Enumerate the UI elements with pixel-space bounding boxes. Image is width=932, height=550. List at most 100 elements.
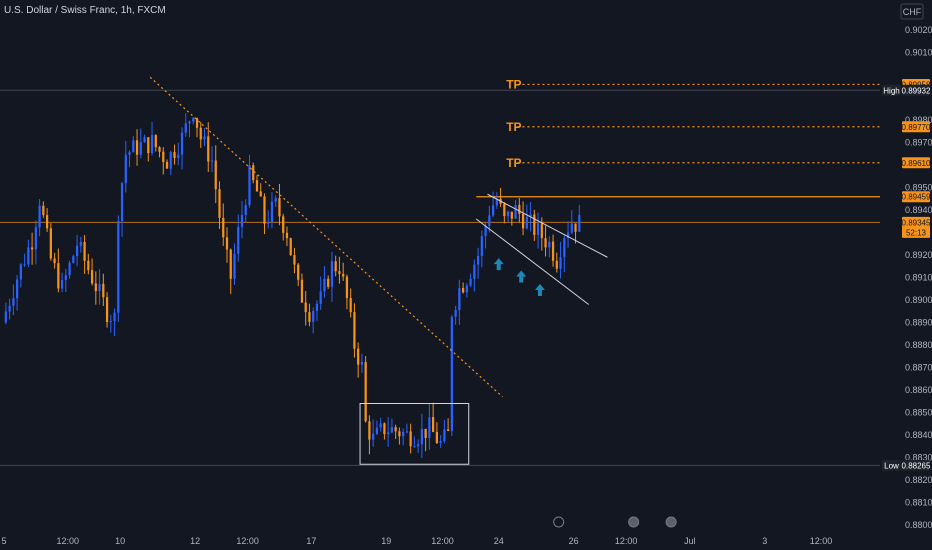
price-tag[interactable] — [902, 226, 930, 238]
candle-body — [34, 227, 37, 250]
candle-body — [255, 180, 259, 192]
price-tag[interactable] — [902, 84, 930, 96]
economic-event-icon[interactable] — [628, 516, 640, 528]
time-tick-label: 26 — [569, 536, 579, 546]
price-tag[interactable] — [902, 157, 930, 169]
descending-trendline[interactable] — [149, 76, 503, 398]
time-tick-label: 12:00 — [56, 536, 79, 546]
candle-body — [30, 247, 34, 250]
candle-body — [323, 278, 326, 292]
candle-body — [252, 165, 255, 181]
candle-body — [143, 137, 146, 143]
candle-body — [574, 223, 577, 232]
candle-body — [529, 214, 532, 217]
candle-body — [413, 446, 416, 448]
candle-body — [364, 362, 367, 422]
candle-body — [139, 142, 142, 155]
up-arrow-icon — [493, 258, 504, 271]
time-tick-label: 10 — [115, 536, 125, 546]
candle-body — [102, 283, 105, 298]
candle-body — [360, 362, 364, 365]
candle-body — [53, 258, 56, 264]
candle-body — [237, 226, 240, 254]
price-axis[interactable]: 0.902000.901000.898000.897000.895000.894… — [882, 25, 932, 530]
candle-body — [79, 241, 82, 246]
price-tag[interactable] — [902, 191, 930, 203]
candle-body — [15, 279, 19, 299]
price-tag-label: High — [883, 86, 899, 95]
candle-body — [263, 196, 266, 224]
currency-button-label[interactable]: CHF — [903, 7, 922, 17]
candle-body — [293, 255, 296, 265]
candle-body — [207, 136, 210, 162]
candle-body — [394, 427, 397, 432]
candle-body — [304, 302, 307, 313]
up-arrow-icon — [534, 284, 545, 296]
time-axis[interactable]: 5 12:00 10 12 12:00 17 19 12:00 24 26 12:00 Jul 3 12:… — [1, 536, 832, 546]
candle-body — [405, 431, 409, 433]
candle-body — [225, 237, 229, 250]
candle-body — [8, 305, 11, 312]
candle-body — [289, 238, 292, 256]
candle-body — [42, 205, 45, 216]
candles — [4, 113, 581, 459]
candle-body — [87, 260, 90, 271]
tp-label: TP — [506, 77, 521, 91]
candle-body — [435, 431, 439, 444]
candle-body — [458, 288, 461, 310]
candle-body — [469, 278, 472, 286]
candle-body — [64, 275, 67, 281]
channel-lower-line[interactable] — [475, 218, 589, 305]
candle-body — [267, 222, 270, 224]
channel-upper-line[interactable] — [487, 193, 608, 258]
price-tag[interactable] — [902, 121, 930, 133]
up-arrow-icon — [516, 270, 527, 283]
candle-body — [180, 132, 184, 155]
currency-button-frame[interactable] — [900, 3, 924, 20]
candle-body — [353, 312, 356, 349]
candle-body — [578, 215, 581, 232]
candle-body — [473, 264, 476, 279]
candle-body — [117, 221, 120, 313]
price-tag-value: 0.89459 — [902, 193, 931, 202]
candle-body — [105, 297, 109, 322]
symbol-title: U.S. Dollar / Swiss Franc, 1h, FXCM — [4, 5, 166, 16]
candle-body — [177, 154, 180, 159]
consolidation-box[interactable] — [359, 403, 470, 465]
candle-body — [510, 211, 513, 219]
candle-body — [491, 205, 495, 216]
price-tag[interactable] — [902, 216, 930, 228]
candle-body — [297, 264, 300, 280]
candle-body — [315, 303, 319, 311]
candle-body — [270, 201, 274, 223]
candle-body — [147, 137, 150, 154]
candle-body — [503, 203, 506, 217]
candle-body — [120, 183, 124, 222]
time-tick-label: 12:00 — [615, 536, 638, 546]
candle-body — [38, 205, 41, 228]
candle-body — [319, 291, 322, 304]
economic-event-icon[interactable] — [665, 516, 677, 528]
candle-body — [390, 427, 394, 433]
price-tag[interactable] — [902, 459, 930, 471]
candle-body — [218, 189, 221, 218]
dividend-event-icon[interactable] — [553, 516, 565, 528]
candle-body — [184, 123, 187, 133]
price-tag-value: 0.89345 — [902, 218, 931, 227]
candle-body — [199, 127, 202, 140]
candle-body — [75, 245, 79, 257]
currency-button[interactable]: CHF — [900, 3, 924, 20]
candle-body — [334, 261, 337, 272]
candle-body — [45, 215, 49, 229]
drawings[interactable] — [149, 76, 677, 528]
